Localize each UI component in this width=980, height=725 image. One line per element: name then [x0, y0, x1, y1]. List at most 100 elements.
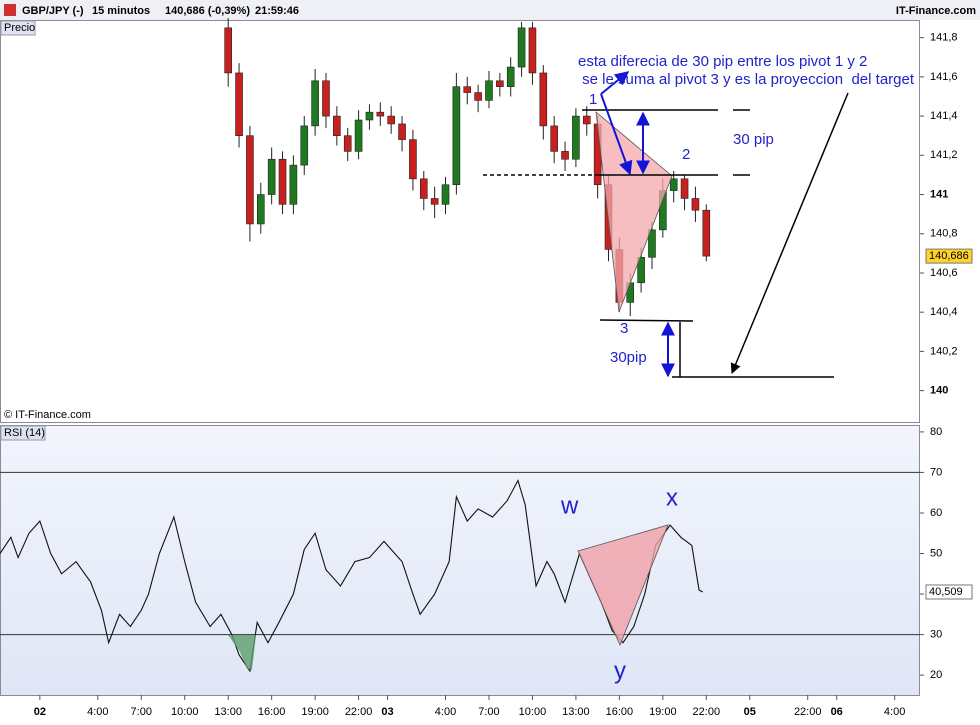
last-value-box [925, 584, 973, 600]
candle-body [409, 139, 417, 180]
y-tick-label: 70 [930, 466, 942, 478]
annotation: 30 pip [733, 131, 774, 148]
candle-body [300, 125, 309, 166]
annotation: w [560, 492, 579, 519]
candle-body [278, 158, 287, 205]
last-value-label: 40,509 [929, 586, 963, 598]
rsi-panel [0, 425, 920, 696]
x-tick-label: 06 [831, 706, 843, 718]
annotation: se le suma al pivot 3 y es la proyeccion… [578, 71, 915, 88]
candle-body [648, 229, 656, 258]
price-title: Precio [4, 22, 35, 34]
x-tick-label: 4:00 [884, 706, 905, 718]
x-tick-label: 05 [744, 706, 756, 718]
candle-body [256, 194, 265, 225]
y-tick-label: 50 [930, 547, 942, 559]
y-tick-label: 60 [930, 507, 942, 519]
top-bar [0, 0, 980, 20]
y-tick-label: 141,8 [930, 32, 958, 44]
last-value-label: 140,686 [929, 250, 969, 262]
pattern-triangle [595, 111, 673, 313]
candle-body [474, 92, 482, 101]
candle-body [387, 115, 395, 125]
annotation: esta diferecia de 30 pip entre los pivot… [578, 53, 867, 70]
candle-body [702, 209, 711, 257]
x-tick-label: 16:00 [258, 706, 286, 718]
pattern-triangle [577, 524, 669, 647]
candle-body [517, 27, 526, 68]
candle-body [311, 80, 319, 127]
annotation: 30pip [610, 349, 647, 366]
candle-body [398, 123, 406, 140]
candle-body [572, 115, 580, 160]
x-tick-label: 10:00 [519, 706, 547, 718]
candle-body [289, 164, 298, 205]
candle-body [485, 80, 493, 101]
x-tick-label: 7:00 [131, 706, 152, 718]
x-tick-label: 22:00 [794, 706, 822, 718]
x-tick-label: 22:00 [693, 706, 721, 718]
candle-body [322, 80, 330, 117]
candle-body [463, 86, 472, 93]
candle-body [669, 178, 678, 191]
candle-body [419, 178, 428, 199]
y-tick-label: 141 [930, 188, 948, 200]
candle-body [528, 27, 537, 74]
candle-body [365, 111, 374, 121]
candle-body [550, 125, 558, 152]
annotation: 3 [620, 320, 628, 337]
x-tick-label: 19:00 [649, 706, 677, 718]
annotations: esta diferecia de 30 pip entre los pivot… [228, 53, 915, 684]
y-tick-label: 141,4 [930, 110, 958, 122]
candle-body [441, 184, 450, 205]
quote: 140,686 (-0,39%) [165, 5, 250, 17]
candle-body [561, 151, 569, 160]
candle-body [224, 27, 232, 74]
pointer-arrow [730, 92, 849, 374]
x-tick-label: 7:00 [478, 706, 499, 718]
y-tick-label: 30 [930, 629, 942, 641]
candle-body [539, 72, 548, 127]
last-value-box [925, 248, 973, 264]
x-tick-label: 4:00 [87, 706, 108, 718]
annotation: 1 [589, 91, 597, 108]
candle-body [496, 80, 504, 87]
oversold-fill [228, 635, 256, 670]
x-tick-label: 22:00 [345, 706, 373, 718]
y-tick-label: 141,6 [930, 71, 958, 83]
pointer-arrow [600, 93, 633, 176]
y-tick-label: 80 [930, 426, 942, 438]
x-tick-label: 16:00 [606, 706, 634, 718]
candle-body [637, 256, 645, 284]
y-tick-label: 140,8 [930, 228, 958, 240]
candle-body [430, 198, 439, 205]
candle-body [343, 135, 352, 152]
candle-body [376, 111, 385, 117]
x-tick-label: 13:00 [214, 706, 242, 718]
price-panel [0, 20, 920, 423]
candle-body [235, 72, 243, 136]
y-tick-label: 20 [930, 669, 942, 681]
x-tick-label: 13:00 [562, 706, 590, 718]
clock: 21:59:46 [255, 5, 299, 17]
x-tick-label: 10:00 [171, 706, 199, 718]
pointer-arrow [600, 71, 630, 95]
candle-body [246, 135, 254, 225]
logo-icon [4, 4, 16, 16]
candle-body [691, 198, 700, 211]
candle-body [506, 66, 515, 87]
brand: IT-Finance.com [896, 5, 976, 17]
symbol: GBP/JPY (-) [22, 5, 84, 17]
pivot-line [599, 319, 694, 322]
annotation: 2 [682, 146, 690, 163]
x-tick-label: 03 [381, 706, 393, 718]
annotation: x [666, 484, 678, 511]
y-tick-label: 140,2 [930, 345, 958, 357]
watermark: © IT-Finance.com [4, 409, 91, 421]
candle-body [680, 178, 689, 199]
y-tick-label: 140,6 [930, 267, 958, 279]
y-tick-label: 140,4 [930, 306, 958, 318]
candle-body [582, 115, 591, 125]
